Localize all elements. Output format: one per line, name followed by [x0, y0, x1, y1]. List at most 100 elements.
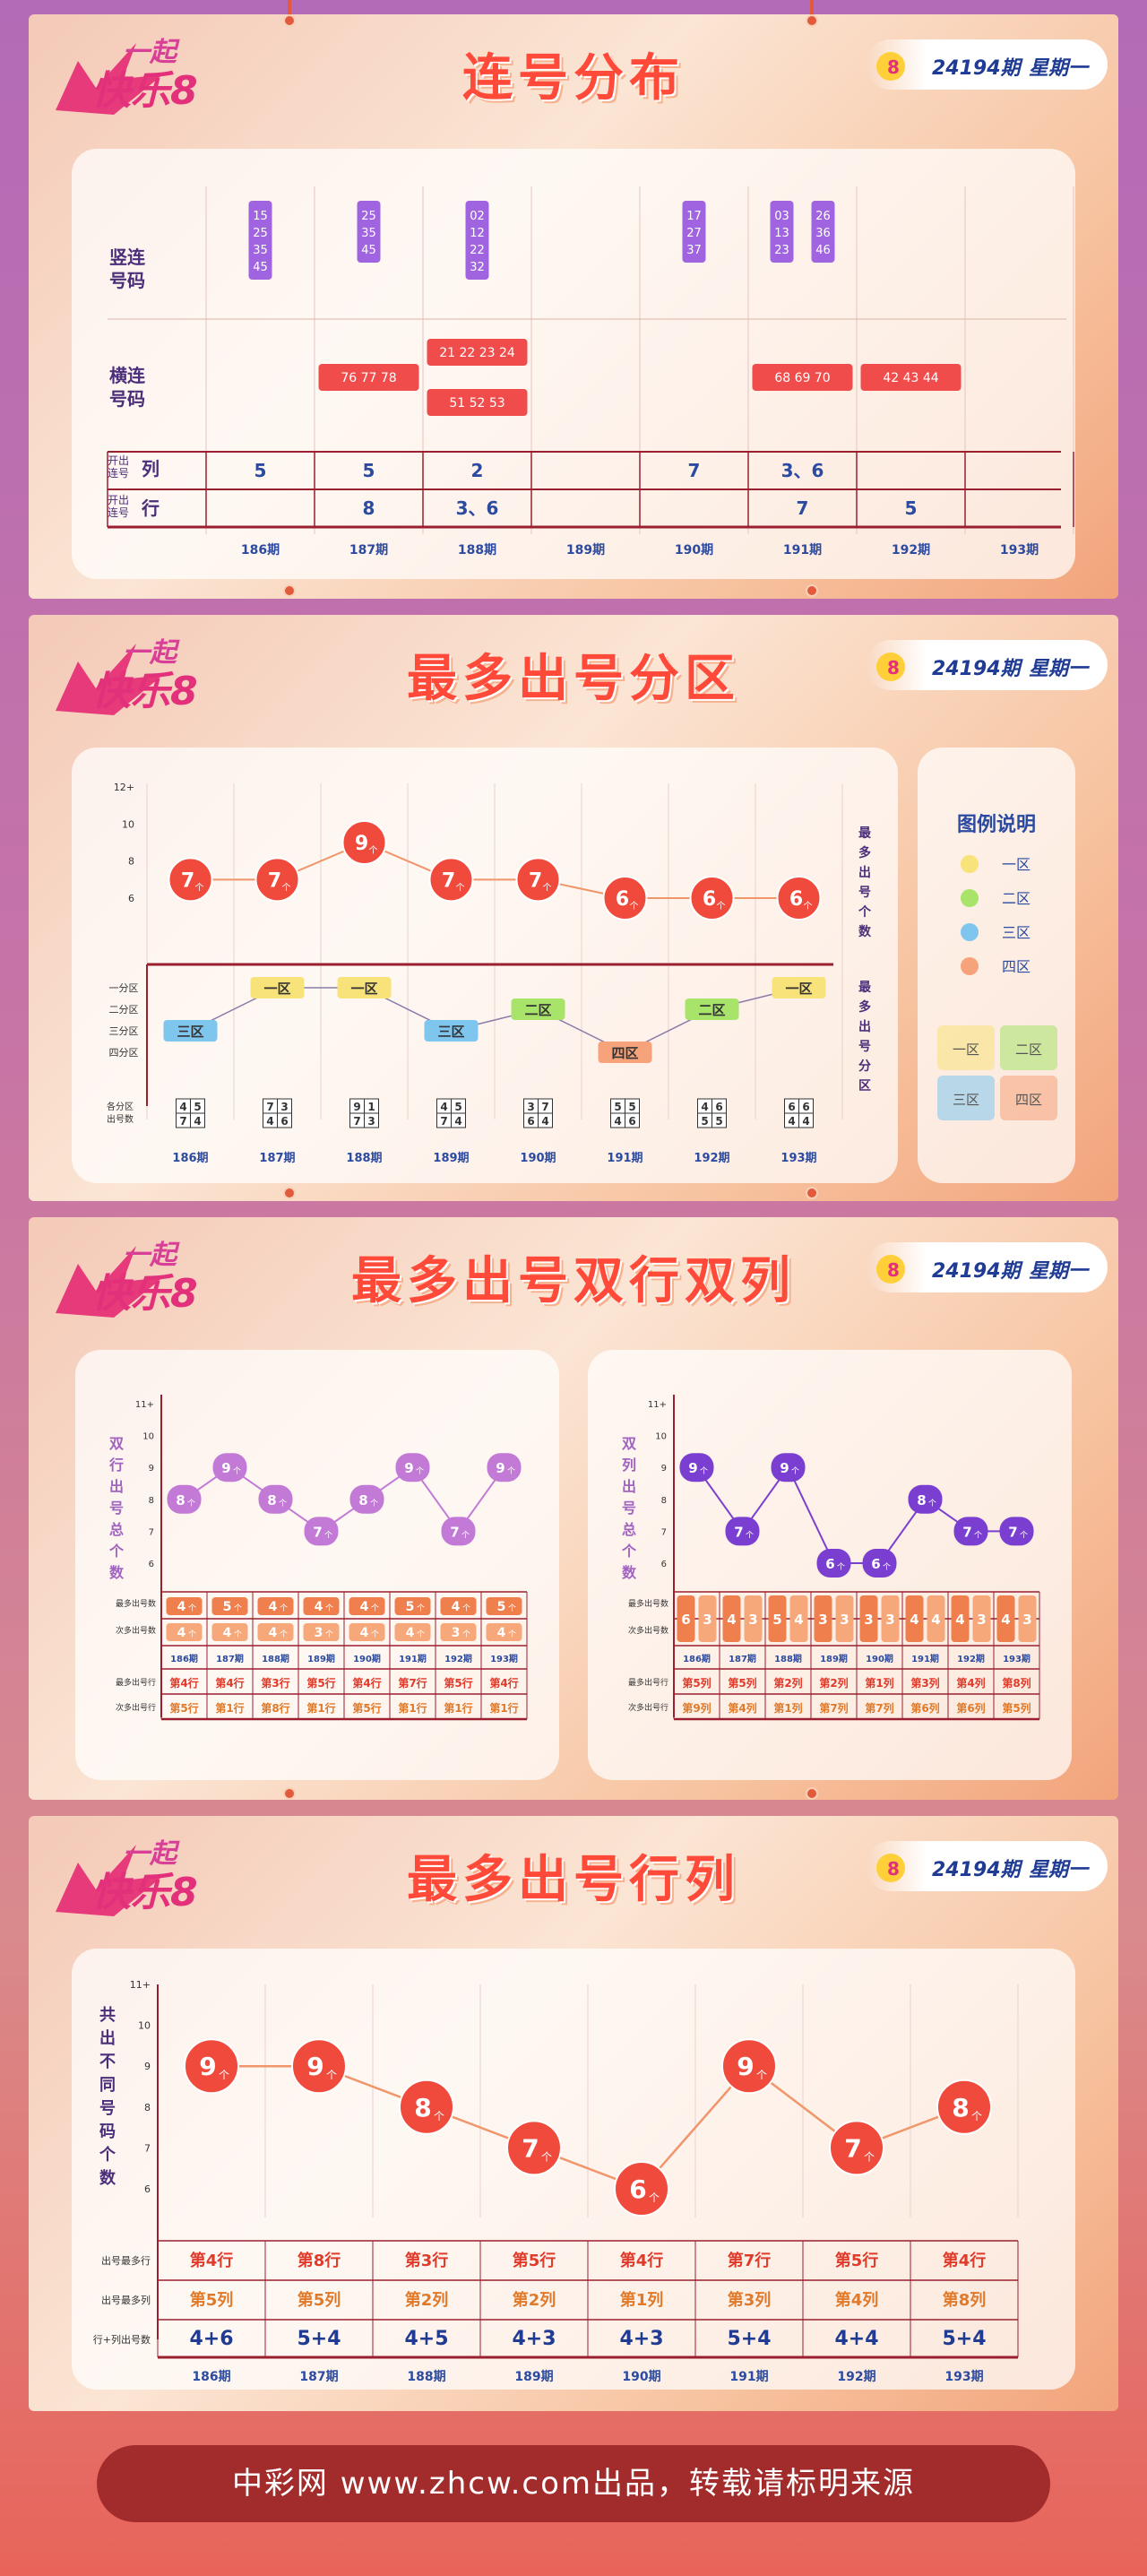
- y-axis-label: 数: [622, 1564, 637, 1581]
- most-col: 第1列: [865, 1676, 893, 1690]
- table-label: 出号最多列: [101, 2294, 151, 2306]
- count-chip: [859, 1595, 878, 1642]
- second-col: 第9列: [682, 1701, 711, 1715]
- issue-weekday: 星期一: [1029, 1260, 1089, 1283]
- most-row: 第5行: [444, 1676, 472, 1690]
- count-value: 4: [794, 1612, 803, 1628]
- period-label: 191期: [607, 1152, 642, 1165]
- max-count-point: [168, 857, 213, 903]
- series-point: [999, 1517, 1034, 1546]
- y-tick: 11+: [135, 1400, 154, 1410]
- series-point: [399, 2079, 454, 2135]
- unit-label: 个: [234, 1604, 242, 1613]
- row-col-sum: 4+3: [619, 2328, 663, 2350]
- right-axis-label: 号: [858, 886, 871, 900]
- count-value: 5: [628, 1101, 635, 1113]
- legend-label: 三区: [1002, 924, 1031, 941]
- row-value: 3、6: [456, 497, 499, 519]
- hanger: [810, 0, 814, 16]
- max-count-value: 6: [703, 888, 716, 911]
- second-col: 第6列: [910, 1701, 939, 1715]
- issue-badge: 8 24194期 星期一: [866, 640, 1108, 690]
- count-value: 3: [703, 1612, 711, 1628]
- count-value: 6: [715, 1101, 722, 1113]
- most-row: 第5行: [513, 2251, 556, 2270]
- second-row: 第1行: [306, 1701, 335, 1715]
- vertical-number: 32: [470, 261, 485, 274]
- y-tick: 11+: [648, 1400, 667, 1410]
- y-axis-label: 总: [109, 1521, 124, 1538]
- zone-tick: 一分区: [109, 982, 139, 994]
- max-count-point: [515, 857, 561, 903]
- horizontal-consecutive-box: [427, 339, 528, 366]
- series-value: 7: [962, 1524, 971, 1540]
- legend-swatch: [961, 855, 979, 873]
- most-col: 第5列: [682, 1676, 711, 1690]
- series-value: 9: [404, 1460, 413, 1476]
- y-axis-label: 号: [622, 1500, 636, 1517]
- y-axis-label: 数: [109, 1564, 125, 1581]
- period-label: 193期: [780, 1152, 816, 1165]
- mini-logo-icon: 8: [876, 1854, 905, 1882]
- count-chip: [166, 1597, 203, 1615]
- period-label: 188期: [262, 1653, 289, 1664]
- y-axis-label: 双: [109, 1435, 124, 1452]
- count-value: 1: [367, 1101, 375, 1113]
- y-tick: 9: [149, 1464, 154, 1474]
- period-label: 189期: [566, 543, 605, 558]
- max-count-value: 7: [181, 869, 194, 892]
- count-value: 3: [1022, 1612, 1031, 1628]
- count-value: 4: [454, 1115, 461, 1128]
- y-tick: 7: [144, 2142, 151, 2154]
- series-point: [953, 1517, 988, 1546]
- period-label: 191期: [399, 1653, 427, 1664]
- second-row: 第5行: [352, 1701, 381, 1715]
- y-tick: 11+: [130, 1979, 151, 1991]
- unit-label: 个: [508, 1629, 516, 1639]
- zone-badge: [511, 998, 565, 1020]
- series-line: [695, 1465, 1017, 1564]
- y-tick: 6: [661, 1560, 667, 1569]
- count-value: 4: [701, 1101, 708, 1113]
- table-label: 最多出号行: [628, 1677, 668, 1688]
- right-axis-label: 多: [858, 999, 871, 1015]
- count-chip: [257, 1623, 294, 1641]
- svg-text:一起: 一起: [123, 37, 180, 68]
- unit-label: 个: [649, 2191, 660, 2204]
- count-chip: [349, 1623, 385, 1641]
- series-point: [614, 2161, 669, 2217]
- y-axis-label: 共: [99, 2006, 116, 2025]
- series-point: [304, 1517, 339, 1546]
- count-value: 4: [955, 1612, 964, 1628]
- series-value: 7: [844, 2133, 861, 2163]
- count-value: 4: [315, 1600, 323, 1614]
- series-value: 6: [629, 2174, 646, 2204]
- row-value: 7: [797, 497, 809, 519]
- right-axis-label: 区: [858, 1079, 871, 1094]
- unit-label: 个: [369, 845, 378, 856]
- rows-cols-panel: 11+ 10 9 8 7 6 共出不同号码个数 9 个 9 个 8 个 7 个 6 个 9 个 7 个 8 个出号最多行 出号…: [72, 1949, 1075, 2390]
- count-value: 7: [353, 1115, 360, 1128]
- most-row: 第4行: [489, 1676, 518, 1690]
- count-chip: [440, 1623, 477, 1641]
- vertical-number: 45: [361, 244, 376, 257]
- y-tick: 9: [144, 2061, 151, 2072]
- count-chip: [951, 1595, 970, 1642]
- table-label: 行+列出号数: [93, 2333, 151, 2346]
- period-label: 187期: [216, 1653, 244, 1664]
- vertical-consecutive-box: [811, 201, 835, 263]
- unit-label: 个: [371, 1604, 379, 1613]
- pin-icon: [283, 14, 296, 27]
- zone-badge-label: 二区: [524, 1002, 551, 1018]
- count-value: 5: [772, 1612, 781, 1628]
- most-col: 第8列: [943, 2290, 987, 2310]
- period-label: 190期: [866, 1653, 893, 1664]
- series-value: 7: [1008, 1524, 1017, 1540]
- count-chip: [698, 1595, 717, 1642]
- svg-text:一起: 一起: [123, 637, 180, 669]
- unit-label: 个: [325, 1629, 333, 1639]
- y-tick: 10: [138, 2020, 151, 2032]
- most-col: 第2列: [513, 2290, 556, 2310]
- most-row: 第3行: [261, 1676, 289, 1690]
- unit-label: 个: [456, 882, 465, 893]
